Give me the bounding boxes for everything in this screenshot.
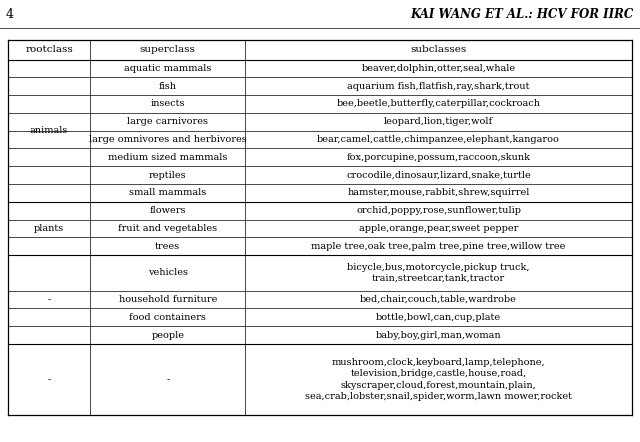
Text: insects: insects bbox=[150, 99, 185, 108]
Text: flowers: flowers bbox=[150, 206, 186, 215]
Text: fruit and vegetables: fruit and vegetables bbox=[118, 224, 218, 233]
Text: KAI WANG ET AL.: HCV FOR IIRC: KAI WANG ET AL.: HCV FOR IIRC bbox=[411, 8, 634, 20]
Text: vehicles: vehicles bbox=[148, 268, 188, 277]
Text: people: people bbox=[151, 331, 184, 339]
Text: leopard,lion,tiger,wolf: leopard,lion,tiger,wolf bbox=[384, 117, 493, 126]
Text: apple,orange,pear,sweet pepper: apple,orange,pear,sweet pepper bbox=[359, 224, 518, 233]
Text: medium sized mammals: medium sized mammals bbox=[108, 153, 227, 162]
Text: superclass: superclass bbox=[140, 45, 196, 54]
Text: subclasses: subclasses bbox=[410, 45, 467, 54]
Text: food containers: food containers bbox=[129, 313, 206, 322]
Text: mushroom,clock,keyboard,lamp,telephone,
television,bridge,castle,house,road,
sky: mushroom,clock,keyboard,lamp,telephone, … bbox=[305, 358, 572, 400]
Text: animals: animals bbox=[30, 126, 68, 135]
Text: small mammals: small mammals bbox=[129, 188, 206, 197]
Text: plants: plants bbox=[34, 224, 64, 233]
Text: -: - bbox=[166, 375, 170, 384]
Text: crocodile,dinosaur,lizard,snake,turtle: crocodile,dinosaur,lizard,snake,turtle bbox=[346, 171, 531, 179]
Text: bed,chair,couch,table,wardrobe: bed,chair,couch,table,wardrobe bbox=[360, 295, 517, 304]
Text: -: - bbox=[47, 295, 51, 304]
Text: bee,beetle,butterfly,caterpillar,cockroach: bee,beetle,butterfly,caterpillar,cockroa… bbox=[337, 99, 541, 108]
Text: 4: 4 bbox=[6, 8, 14, 20]
Text: hamster,mouse,rabbit,shrew,squirrel: hamster,mouse,rabbit,shrew,squirrel bbox=[348, 188, 530, 197]
Text: orchid,poppy,rose,sunflower,tulip: orchid,poppy,rose,sunflower,tulip bbox=[356, 206, 521, 215]
Text: aquarium fish,flatfish,ray,shark,trout: aquarium fish,flatfish,ray,shark,trout bbox=[348, 82, 530, 91]
Text: reptiles: reptiles bbox=[149, 171, 186, 179]
Text: large omnivores and herbivores: large omnivores and herbivores bbox=[89, 135, 246, 144]
Text: fox,porcupine,possum,raccoon,skunk: fox,porcupine,possum,raccoon,skunk bbox=[347, 153, 531, 162]
Text: bottle,bowl,can,cup,plate: bottle,bowl,can,cup,plate bbox=[376, 313, 501, 322]
Text: aquatic mammals: aquatic mammals bbox=[124, 64, 211, 73]
Text: household furniture: household furniture bbox=[118, 295, 217, 304]
Text: beaver,dolphin,otter,seal,whale: beaver,dolphin,otter,seal,whale bbox=[362, 64, 516, 73]
Text: -: - bbox=[47, 375, 51, 384]
Text: fish: fish bbox=[159, 82, 177, 91]
Text: bear,camel,cattle,chimpanzee,elephant,kangaroo: bear,camel,cattle,chimpanzee,elephant,ka… bbox=[317, 135, 560, 144]
Text: rootclass: rootclass bbox=[26, 45, 73, 54]
Text: maple tree,oak tree,palm tree,pine tree,willow tree: maple tree,oak tree,palm tree,pine tree,… bbox=[312, 242, 566, 251]
Text: trees: trees bbox=[155, 242, 180, 251]
Text: bicycle,bus,motorcycle,pickup truck,
train,streetcar,tank,tractor: bicycle,bus,motorcycle,pickup truck, tra… bbox=[348, 263, 530, 283]
Text: large carnivores: large carnivores bbox=[127, 117, 208, 126]
Text: baby,boy,girl,man,woman: baby,boy,girl,man,woman bbox=[376, 331, 501, 339]
